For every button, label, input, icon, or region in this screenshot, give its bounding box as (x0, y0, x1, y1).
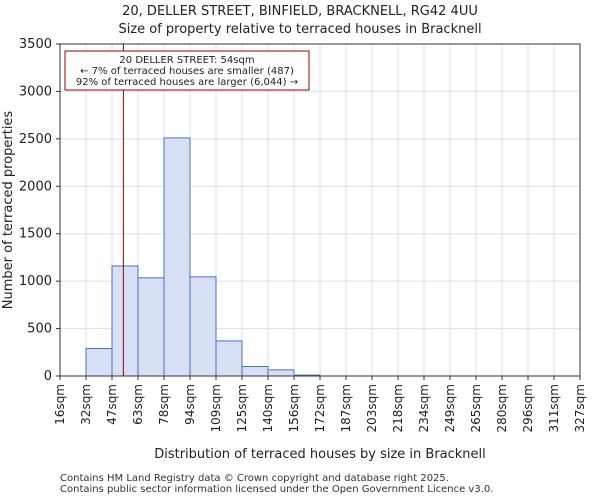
annotation-line-3: 92% of terraced houses are larger (6,044… (76, 77, 298, 88)
footer-line-2: Contains public sector information licen… (60, 484, 494, 495)
y-tick-label-1: 500 (27, 322, 52, 337)
x-tick-label-12: 203sqm (365, 384, 379, 432)
histogram-chart: 0 500 1000 1500 2000 2500 3000 3500 16sqm 32sqm 47… (1, 37, 587, 462)
y-tick-label-7: 3500 (19, 37, 52, 52)
y-tick-label-2: 1000 (19, 274, 52, 289)
x-tick-label-8: 140sqm (261, 384, 275, 432)
x-tick-label-2: 47sqm (105, 384, 119, 425)
x-tick-label-4: 78sqm (157, 384, 171, 425)
chart-subtitle: Size of property relative to terraced ho… (118, 22, 482, 37)
x-tick-label-14: 234sqm (417, 384, 431, 432)
bar-63sqm (137, 277, 165, 377)
x-tick-label-18: 296sqm (521, 384, 535, 432)
x-tick-label-5: 94sqm (183, 384, 197, 425)
bar-32sqm (85, 347, 113, 377)
bar-47sqm (111, 265, 139, 377)
annotation-line-2: ← 7% of terraced houses are smaller (487… (80, 66, 294, 77)
annotation-line-1: 20 DELLER STREET: 54sqm (119, 55, 254, 66)
annotation-box (64, 50, 310, 91)
x-tick-label-6: 109sqm (209, 384, 223, 432)
bar-140sqm (267, 369, 295, 377)
x-tick-label-10: 172sqm (313, 384, 327, 432)
bar-78sqm (163, 137, 191, 377)
y-tick-label-6: 3000 (19, 84, 52, 99)
y-tick-label-5: 2500 (19, 132, 52, 147)
x-tick-label-9: 156sqm (287, 384, 301, 432)
footer-line-1: Contains HM Land Registry data © Crown c… (60, 473, 449, 484)
chart-title: 20, DELLER STREET, BINFIELD, BRACKNELL, … (122, 4, 478, 19)
bar-109sqm (215, 340, 243, 377)
y-tick-label-0: 0 (44, 369, 52, 384)
x-tick-label-13: 218sqm (391, 384, 405, 432)
x-tick-label-15: 249sqm (443, 384, 457, 432)
bar-125sqm (241, 366, 269, 377)
x-tick-label-3: 63sqm (131, 384, 145, 425)
x-tick-label-11: 187sqm (339, 384, 353, 432)
bar-94sqm (189, 276, 217, 377)
x-axis-label: Distribution of terraced houses by size … (154, 447, 486, 462)
x-tick-label-20: 327sqm (573, 384, 587, 432)
x-tick-label-7: 125sqm (235, 384, 249, 432)
y-axis-label: Number of terraced properties (1, 111, 16, 310)
x-tick-label-19: 311sqm (547, 384, 561, 432)
x-tick-label-1: 32sqm (79, 384, 93, 425)
x-tick-label-16: 265sqm (469, 384, 483, 432)
y-tick-label-3: 1500 (19, 227, 52, 242)
x-tick-label-17: 280sqm (495, 384, 509, 432)
y-tick-label-4: 2000 (19, 179, 52, 194)
x-tick-label-0: 16sqm (53, 384, 67, 425)
